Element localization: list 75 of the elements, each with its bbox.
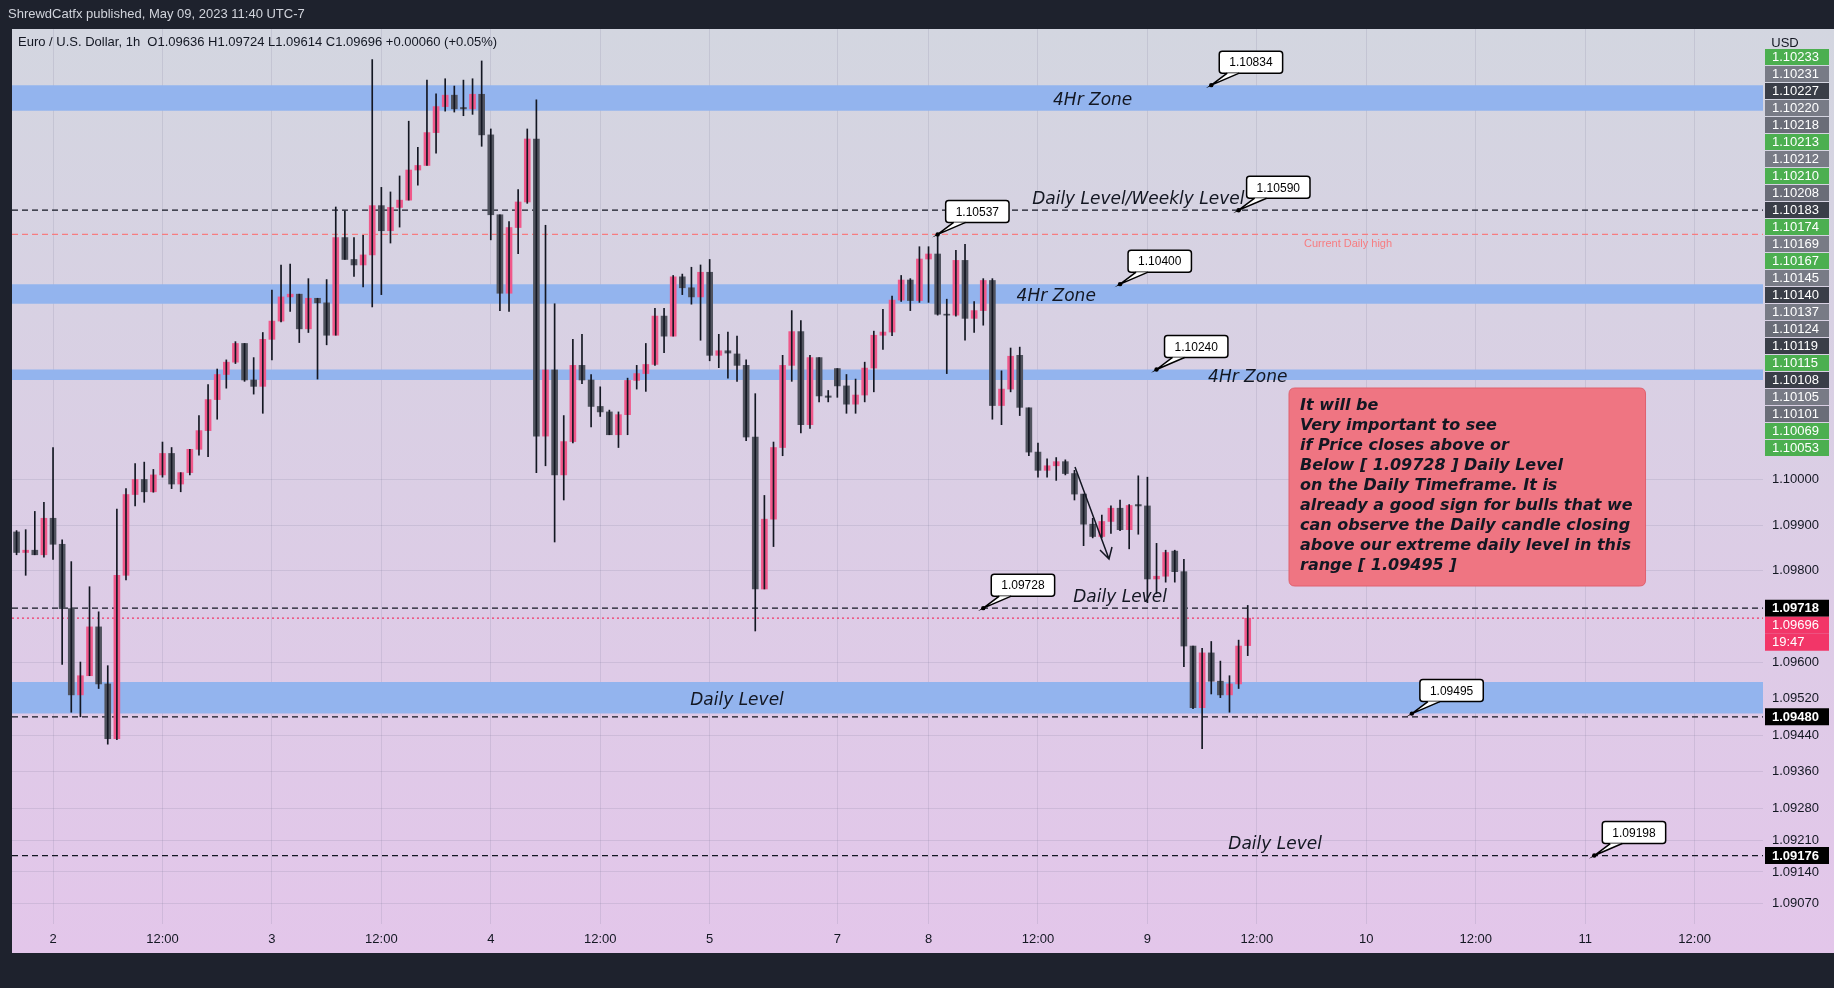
x-tick-label: 12:00 bbox=[365, 931, 398, 947]
annotation: 1.10537 bbox=[955, 204, 1000, 219]
text: 1.10137 bbox=[1772, 304, 1819, 320]
text: 1.09696 bbox=[1772, 617, 1819, 633]
text: 1.10101 bbox=[1772, 406, 1819, 422]
ref-line-label: Daily Level bbox=[1228, 832, 1323, 853]
x-tick-label: 7 bbox=[833, 931, 841, 947]
y-tick-label: 1.09520 bbox=[1772, 690, 1819, 706]
text: 1.10167 bbox=[1772, 253, 1819, 269]
y-axis-title: USD bbox=[1771, 34, 1799, 50]
text: 1.10108 bbox=[1772, 372, 1819, 388]
annotation: 1.10834 bbox=[1229, 55, 1273, 70]
y-tick-label: 1.09900 bbox=[1772, 516, 1819, 532]
y-tick-label: 1.09360 bbox=[1772, 763, 1819, 779]
annotation: 1.09198 bbox=[1612, 825, 1656, 840]
y-tick-label: 1.09600 bbox=[1772, 653, 1819, 669]
text: 1.10208 bbox=[1772, 185, 1819, 201]
text: 1.10105 bbox=[1772, 389, 1819, 405]
text: 1.10183 bbox=[1772, 202, 1819, 218]
y-tick-label: 1.09800 bbox=[1772, 562, 1819, 578]
annotation: 1.09728 bbox=[1001, 578, 1045, 593]
band-label: Daily Level bbox=[690, 689, 785, 710]
x-tick-label: 9 bbox=[1143, 931, 1152, 947]
annotation: 1.09495 bbox=[1429, 683, 1474, 698]
text: 1.10210 bbox=[1772, 168, 1819, 184]
text: 1.10233 bbox=[1772, 49, 1819, 65]
text: 1.10218 bbox=[1772, 117, 1819, 133]
text: 1.10145 bbox=[1772, 270, 1819, 286]
x-tick-label: 12:00 bbox=[1678, 931, 1711, 947]
x-tick-label: 12:00 bbox=[583, 931, 617, 947]
text: 1.10212 bbox=[1772, 151, 1819, 167]
y-tick-label: 1.09210 bbox=[1772, 831, 1819, 847]
x-tick-label: 3 bbox=[268, 931, 276, 947]
x-tick-label: 2 bbox=[49, 931, 57, 947]
text: 1.10213 bbox=[1772, 134, 1819, 150]
text: 1.10119 bbox=[1772, 338, 1819, 354]
band-label: 4Hr Zone bbox=[1208, 366, 1288, 387]
text: 1.10124 bbox=[1772, 321, 1819, 337]
x-tick-label: 11 bbox=[1578, 931, 1592, 947]
text: 1.10069 bbox=[1772, 423, 1819, 439]
text: 19:47 bbox=[1772, 634, 1805, 650]
y-tick-label: 1.09440 bbox=[1772, 726, 1819, 742]
text: 1.10231 bbox=[1772, 66, 1819, 82]
y-tick-label: 1.09070 bbox=[1772, 895, 1819, 911]
y-tick-label: 1.10000 bbox=[1772, 471, 1819, 487]
x-tick-label: 8 bbox=[924, 931, 933, 947]
annotation: 1.10590 bbox=[1256, 180, 1301, 195]
x-tick-label: 10 bbox=[1359, 931, 1374, 947]
text: It will be Very important to see if Price closes above or Below [ 1.09728 ] Daily Level on the Daily Timeframe. It is already a good sign for bulls that we can observe the Daily candle closing above our extreme daily level in this range [ 1.09495 ] bbox=[1300, 395, 1633, 575]
text: 1.09480 bbox=[1772, 708, 1819, 724]
x-tick-label: 12:00 bbox=[1459, 931, 1492, 947]
x-tick-label: 12:00 bbox=[1240, 931, 1274, 947]
x-tick-label: 4 bbox=[487, 931, 495, 947]
text: 1.10174 bbox=[1772, 219, 1819, 235]
text: 1.10115 bbox=[1772, 355, 1819, 371]
text: 1.10220 bbox=[1772, 100, 1819, 116]
text: 1.10140 bbox=[1772, 287, 1819, 303]
y-tick-label: 1.09140 bbox=[1772, 863, 1819, 879]
x-tick-label: 12:00 bbox=[1021, 931, 1055, 947]
annotation: 1.10400 bbox=[1138, 254, 1182, 269]
annotation: 1.10240 bbox=[1174, 339, 1219, 354]
text: ShrewdCatfx published, May 09, 2023 11:40 UTC-7 bbox=[8, 5, 305, 21]
x-tick-label: 5 bbox=[706, 931, 714, 947]
ref-line-label: Daily Level/Weekly Level bbox=[1032, 187, 1245, 208]
chart-title: Euro / U.S. Dollar, 1h O1.09636 H1.09724 L1.09614 C1.09696 +0.00060 (+0.05%) bbox=[18, 33, 498, 49]
text: 1.09176 bbox=[1772, 847, 1819, 863]
y-tick-label: 1.09280 bbox=[1772, 799, 1819, 815]
text: 1.09718 bbox=[1772, 600, 1819, 616]
x-tick-label: 12:00 bbox=[146, 931, 179, 947]
text: 1.10053 bbox=[1772, 440, 1819, 456]
text: 1.10227 bbox=[1772, 83, 1819, 99]
band-label: 4Hr Zone bbox=[1053, 89, 1133, 110]
band-label: 4Hr Zone bbox=[1016, 285, 1096, 306]
ref-line-label: Current Daily high bbox=[1304, 237, 1393, 250]
text: 1.10169 bbox=[1772, 236, 1819, 252]
